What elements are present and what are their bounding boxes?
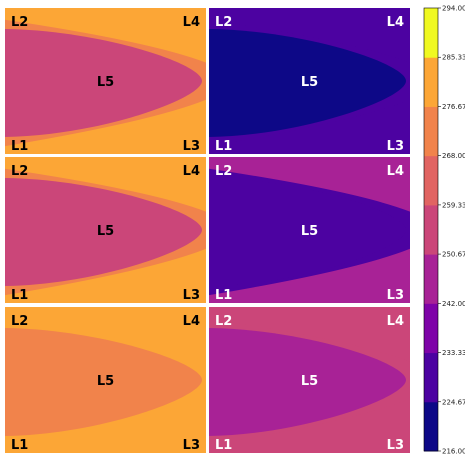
region-label-l1: L1 <box>11 438 28 453</box>
region-label-l5: L5 <box>97 374 114 389</box>
region-label-l5: L5 <box>301 374 318 389</box>
colorbar-tick-label: 268.00 <box>442 152 465 160</box>
region-label-l2: L2 <box>11 15 28 30</box>
region-label-l1: L1 <box>215 139 232 154</box>
contour-panel: L2 L4 L5 L1 L3 <box>5 157 206 303</box>
region-label-l5: L5 <box>97 224 114 239</box>
colorbar-tick-label: 285.33 <box>442 54 465 62</box>
colorbar-segment <box>424 254 438 304</box>
colorbar-segment <box>424 303 438 354</box>
colorbar-tick-label: 294.00 <box>442 5 465 13</box>
region-label-l1: L1 <box>215 438 232 453</box>
contour-band-inner <box>209 328 406 436</box>
colorbar-tick-label: 233.33 <box>442 349 465 357</box>
region-label-l3: L3 <box>183 288 200 303</box>
colorbar-tick-label: 216.00 <box>442 448 465 456</box>
colorbar-segment <box>424 57 438 107</box>
contour-panel: L2 L4 L5 L1 L3 <box>209 8 410 154</box>
region-label-l4: L4 <box>183 15 200 30</box>
contour-panel: L2 L4 L5 L1 L3 <box>209 157 410 303</box>
colorbar-segment <box>424 401 438 452</box>
region-label-l1: L1 <box>215 288 232 303</box>
contour-panel: L2 L4 L5 L1 L3 <box>5 8 206 154</box>
region-label-l4: L4 <box>183 164 200 179</box>
colorbar-tick-label: 259.33 <box>442 201 465 209</box>
colorbar-frame <box>423 7 439 452</box>
region-label-l3: L3 <box>387 139 404 154</box>
colorbar-tick-label: 276.67 <box>442 103 465 111</box>
region-label-l1: L1 <box>11 139 28 154</box>
region-label-l5: L5 <box>97 75 114 90</box>
contour-band-inner <box>5 328 202 436</box>
region-label-l3: L3 <box>183 139 200 154</box>
contour-band-inner <box>5 178 202 286</box>
colorbar-segment <box>424 155 438 206</box>
contour-panel: L2 L4 L5 L1 L3 <box>5 307 206 453</box>
contour-band-inner <box>209 29 406 137</box>
region-label-l5: L5 <box>301 75 318 90</box>
region-label-l3: L3 <box>183 438 200 453</box>
region-label-l1: L1 <box>11 288 28 303</box>
region-label-l5: L5 <box>301 224 318 239</box>
colorbar-tick-label: 224.67 <box>442 398 465 406</box>
region-label-l4: L4 <box>387 15 404 30</box>
contour-panel: L2 L4 L5 L1 L3 <box>209 307 410 453</box>
region-label-l2: L2 <box>215 15 232 30</box>
colorbar-tick-label: 250.67 <box>442 251 465 259</box>
region-label-l2: L2 <box>215 314 232 329</box>
region-label-l4: L4 <box>387 314 404 329</box>
contour-band-inner <box>209 178 406 286</box>
region-label-l4: L4 <box>183 314 200 329</box>
region-label-l2: L2 <box>215 164 232 179</box>
colorbar-segment <box>424 352 438 403</box>
region-label-l4: L4 <box>387 164 404 179</box>
colorbar-segment <box>424 204 438 255</box>
region-label-l3: L3 <box>387 438 404 453</box>
colorbar-segment <box>424 106 438 157</box>
region-label-l2: L2 <box>11 164 28 179</box>
region-label-l3: L3 <box>387 288 404 303</box>
region-label-l2: L2 <box>11 314 28 329</box>
colorbar-segment <box>424 8 438 58</box>
colorbar-tick-label: 242.00 <box>442 300 465 308</box>
contour-band-inner <box>5 29 202 137</box>
